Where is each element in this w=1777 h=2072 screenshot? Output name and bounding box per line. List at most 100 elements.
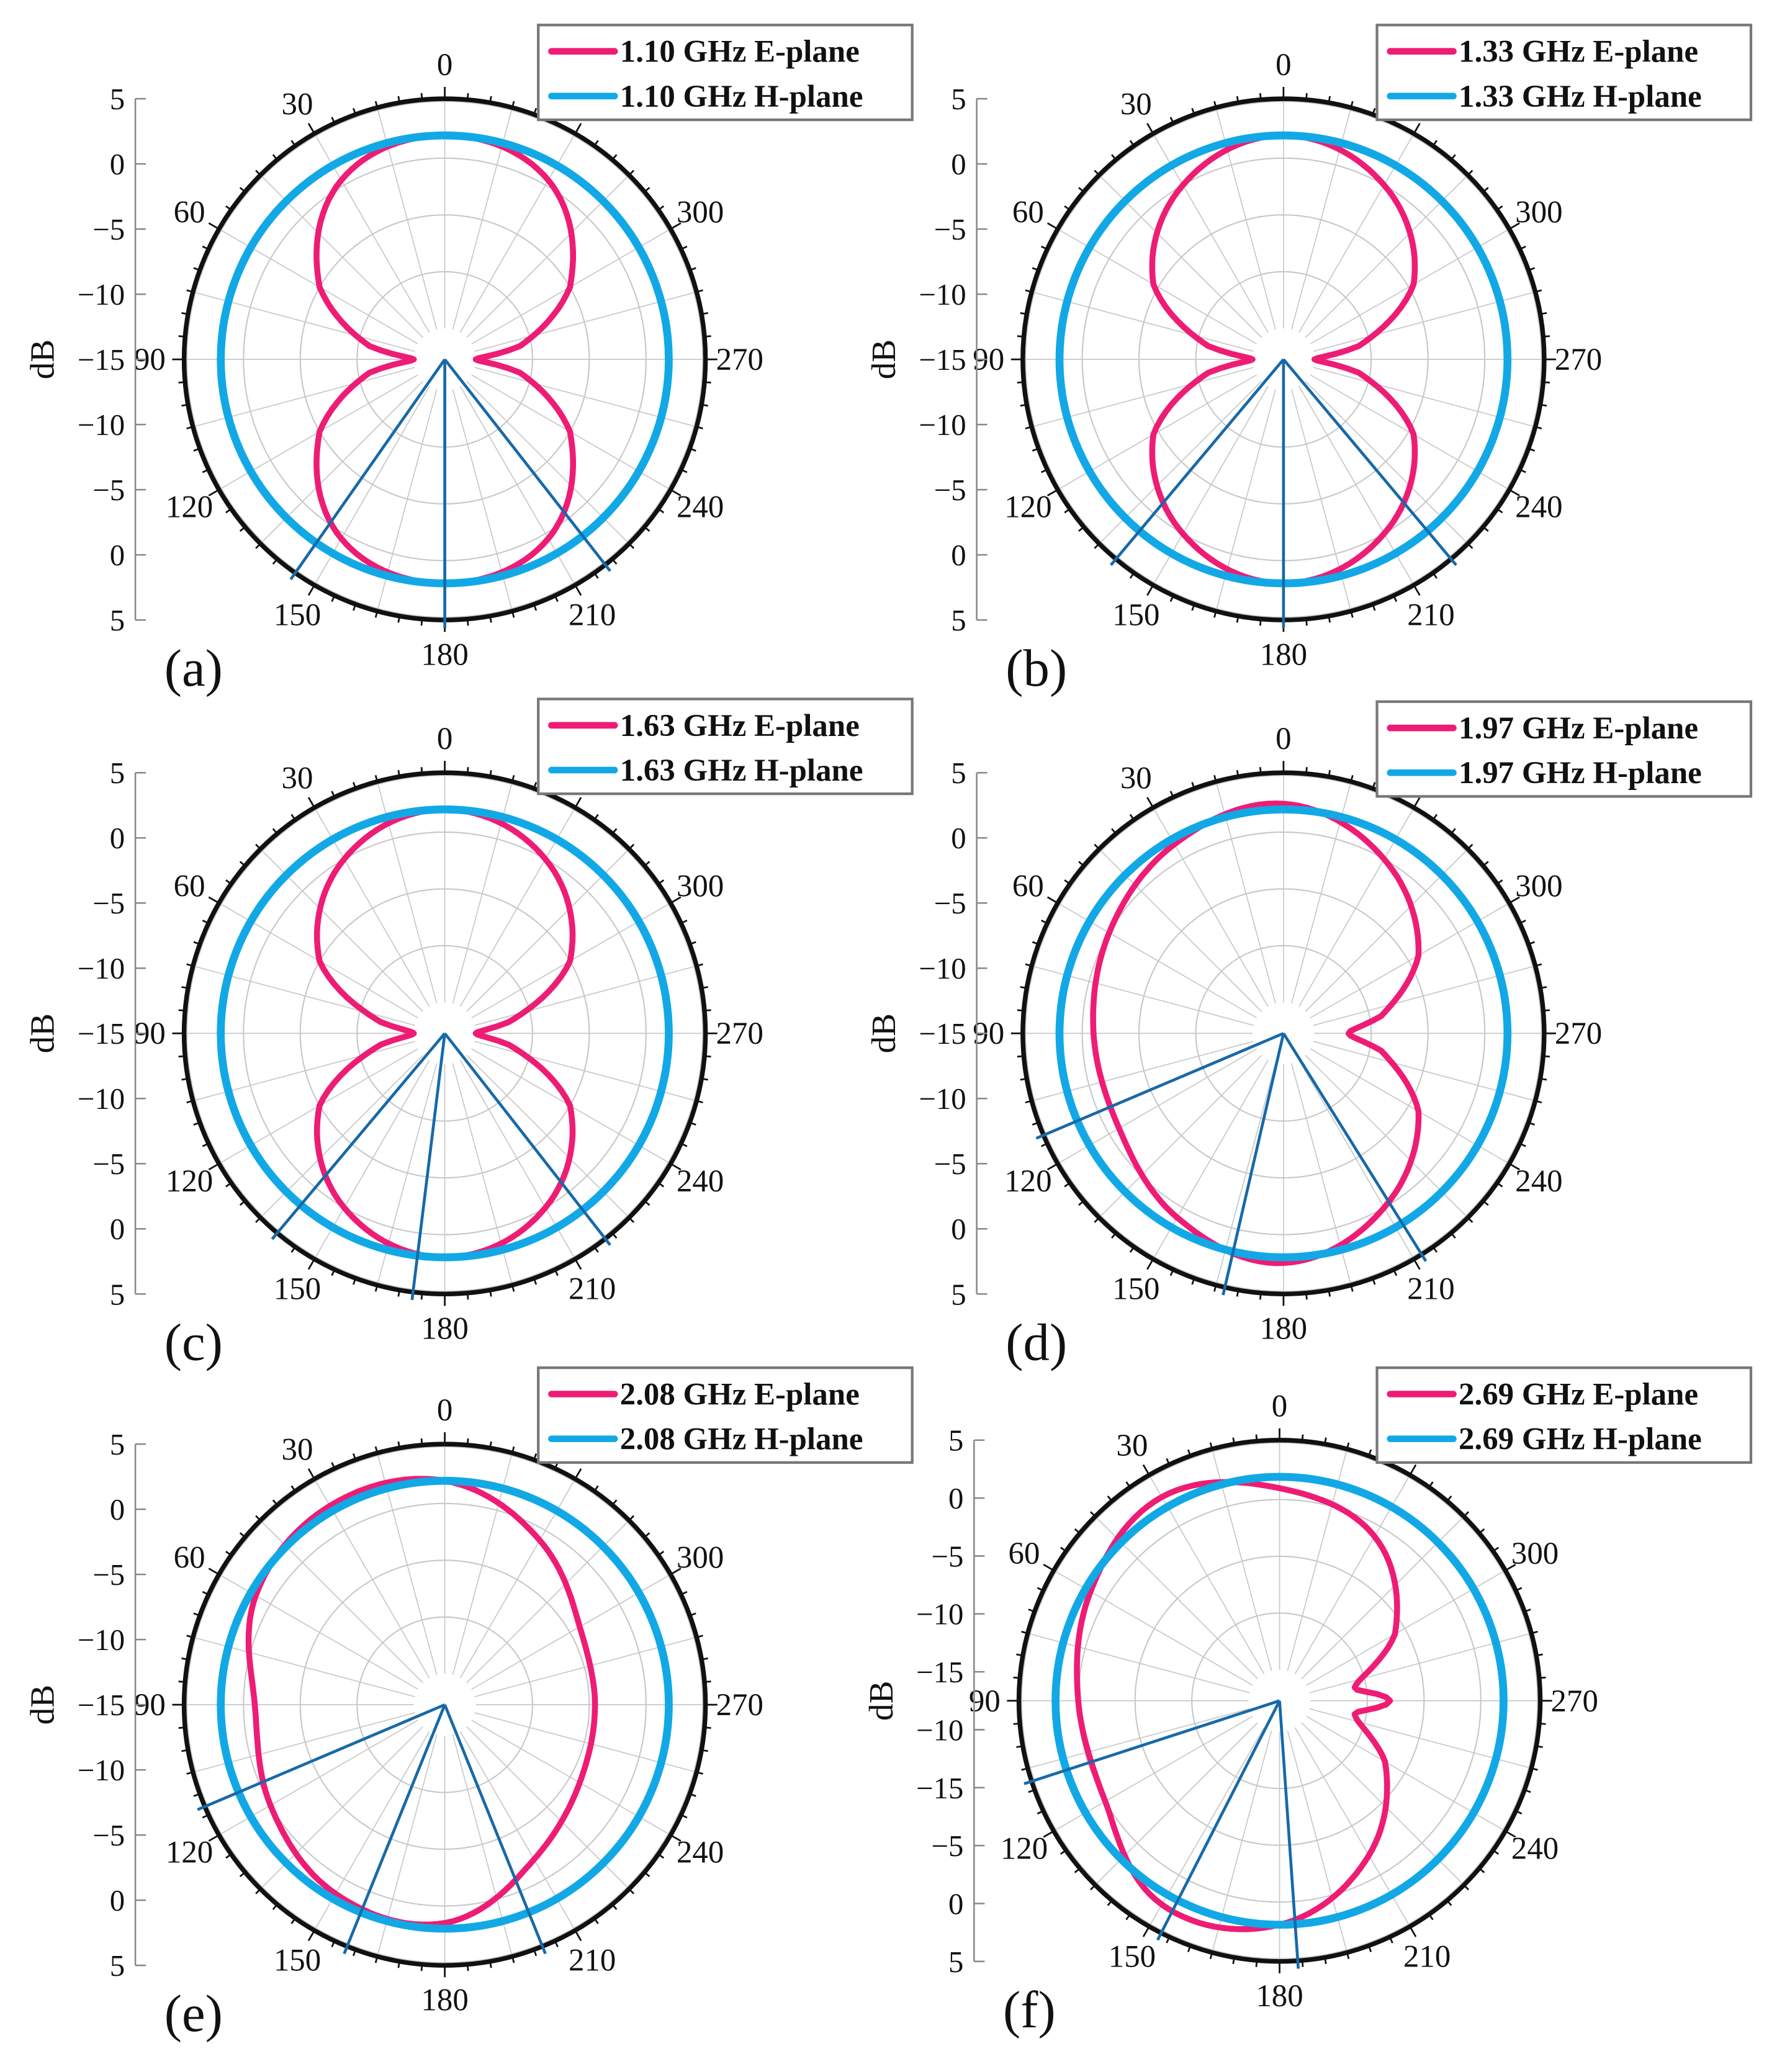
ring-tick	[1041, 469, 1048, 473]
ring-tick	[1543, 1055, 1550, 1058]
ring-tick	[420, 1964, 423, 1971]
angle-tick-label: 30	[282, 1433, 313, 1468]
cursor-line	[443, 1032, 611, 1246]
ring-tick	[701, 312, 708, 315]
ring-tick	[255, 169, 261, 176]
ring-tick	[511, 774, 515, 782]
angle-tick-label: 60	[1009, 1536, 1040, 1571]
ring-tick	[1450, 154, 1456, 161]
ring-tick	[331, 595, 336, 602]
ring-tick	[202, 245, 209, 250]
radial-tick-label: −5	[932, 1540, 964, 1573]
radial-tick-label: 5	[110, 1949, 125, 1983]
cursor-line	[197, 1703, 446, 1811]
ring-tick	[225, 1853, 232, 1859]
ring-tick	[1463, 1511, 1470, 1517]
ring-tick	[680, 1814, 688, 1819]
ring-tick	[1450, 1232, 1456, 1239]
ring-tick	[1142, 1926, 1150, 1937]
radial-tick-label: −10	[78, 1623, 125, 1657]
ring-tick	[1236, 96, 1239, 103]
angle-tick-label: 150	[1112, 1272, 1159, 1307]
ring-tick	[178, 381, 186, 384]
ring-tick	[689, 447, 696, 452]
ring-tick	[1064, 1182, 1071, 1188]
ring-tick	[1255, 1960, 1258, 1967]
ring-tick	[1059, 1546, 1067, 1552]
ring-tick	[657, 1182, 665, 1188]
ring-tick	[1078, 1200, 1085, 1206]
radial-tick-label: 0	[110, 539, 125, 572]
ring-tick	[533, 107, 538, 115]
ring-tick	[1478, 1867, 1485, 1873]
ring-tick	[255, 543, 261, 549]
ring-tick	[1393, 1269, 1398, 1276]
ring-tick	[1543, 381, 1550, 384]
ring-tick	[489, 1961, 492, 1968]
radial-tick-label: 0	[951, 148, 966, 181]
ring-tick	[307, 797, 315, 809]
cursor-line	[1282, 1033, 1428, 1262]
ring-tick	[272, 558, 278, 565]
ring-tick	[704, 335, 711, 338]
ring-tick	[1213, 1285, 1217, 1292]
legend-entry: 1.10 GHz H-plane	[620, 79, 863, 114]
ring-tick	[1209, 1442, 1213, 1450]
legend-box	[1375, 700, 1753, 798]
cursor-line	[1035, 1032, 1284, 1140]
angle-tick-label: 0	[437, 722, 452, 756]
ring-tick	[331, 117, 336, 124]
series-h-plane-line	[1055, 805, 1512, 1262]
ring-tick	[1129, 140, 1135, 146]
angle-tick-label: 300	[677, 195, 724, 230]
ring-tick	[1301, 1434, 1304, 1442]
ring-tick	[1536, 1653, 1543, 1657]
ring-tick	[1508, 222, 1520, 230]
ring-tick	[1169, 791, 1174, 798]
ring-tick	[1146, 797, 1154, 809]
ring-tick	[290, 1246, 296, 1253]
ring-tick	[1046, 1163, 1058, 1171]
ring-tick	[1482, 861, 1489, 867]
series-h-plane-line	[1051, 1473, 1508, 1929]
radial-tick-label: 5	[948, 1424, 963, 1458]
ring-tick	[1428, 1481, 1434, 1488]
ring-tick	[193, 941, 200, 945]
ring-tick	[593, 1246, 599, 1253]
angle-tick-label: 0	[437, 48, 452, 83]
ring-tick	[1259, 1293, 1262, 1300]
ring-tick	[611, 828, 618, 835]
radial-tick-label: −5	[92, 1558, 125, 1592]
ring-tick	[466, 767, 469, 774]
ring-tick	[1388, 1936, 1393, 1944]
polar-chart-c: 030609012015018021024027030050−5−10−15−1…	[24, 697, 914, 1371]
ring-tick	[1528, 941, 1536, 945]
ring-tick	[1078, 526, 1085, 532]
radial-tick-label: 0	[951, 539, 966, 572]
ring-tick	[1025, 1100, 1032, 1104]
ring-tick	[701, 1749, 708, 1752]
radial-tick-label: 0	[948, 1482, 963, 1515]
ring-tick	[1187, 1945, 1192, 1952]
angle-tick-label: 300	[1511, 1536, 1559, 1571]
ring-tick	[208, 222, 220, 230]
radial-tick-label: 5	[110, 1428, 125, 1461]
ring-tick	[1496, 508, 1503, 514]
angle-tick-label: 180	[1256, 1979, 1303, 2014]
ring-tick	[1191, 1278, 1195, 1285]
ring-tick	[1432, 814, 1438, 820]
ring-tick	[670, 1834, 682, 1842]
ring-tick	[307, 1258, 315, 1270]
ring-tick	[353, 782, 357, 789]
angle-tick-label: 240	[1511, 1831, 1559, 1866]
ring-tick	[1236, 769, 1239, 777]
radial-tick-label: 0	[110, 1213, 125, 1246]
ring-tick	[1259, 93, 1262, 100]
ring-tick	[1350, 774, 1354, 782]
angle-tick-label: 210	[1403, 1939, 1451, 1974]
ring-tick	[1519, 1142, 1526, 1147]
ring-tick	[1409, 1464, 1417, 1476]
radial-tick-label: 5	[110, 604, 125, 637]
angle-tick-label: 60	[1012, 869, 1044, 904]
ring-tick	[1078, 861, 1085, 867]
